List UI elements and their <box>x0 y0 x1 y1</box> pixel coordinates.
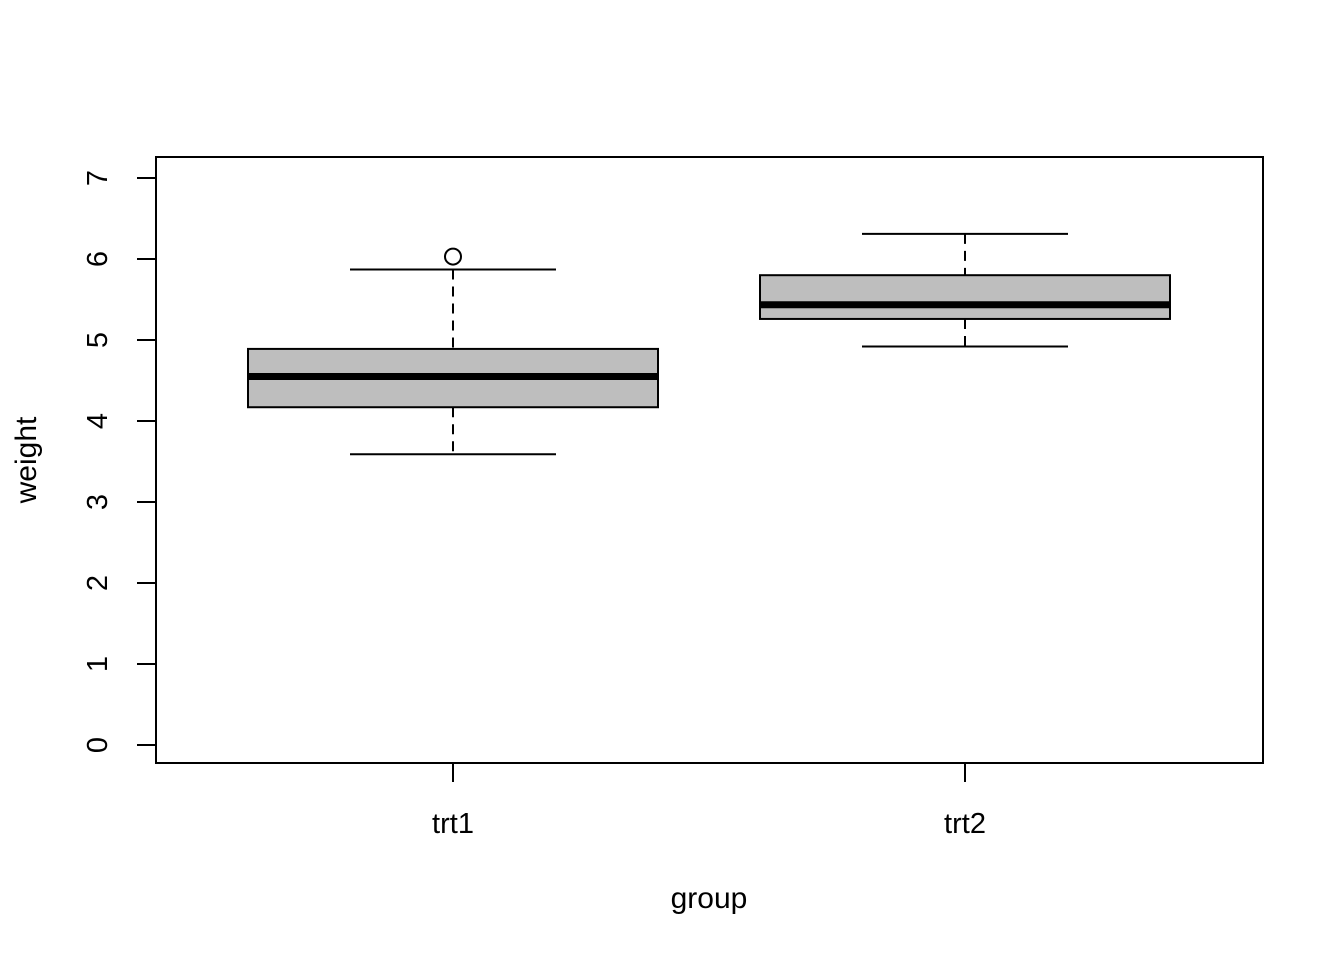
y-axis: 0 1 2 3 4 5 6 7 <box>82 170 156 753</box>
box-series <box>247 232 1171 456</box>
y-tick-label: 7 <box>82 170 114 186</box>
y-tick-label: 1 <box>82 656 114 672</box>
y-tick-label: 2 <box>82 575 114 591</box>
x-axis-title: group <box>671 882 748 915</box>
x-tick-label: trt1 <box>432 808 474 840</box>
box-trt2 <box>759 232 1171 348</box>
x-axis: trt1 trt2 <box>432 763 986 840</box>
y-tick-label: 4 <box>82 413 114 429</box>
box-trt1 <box>247 247 659 456</box>
y-tick-label: 6 <box>82 251 114 267</box>
y-tick-label: 0 <box>82 737 114 753</box>
outlier-point <box>444 247 462 266</box>
iqr-box <box>759 274 1171 320</box>
y-tick-label: 5 <box>82 332 114 348</box>
y-tick-label: 3 <box>82 494 114 510</box>
plot-frame <box>155 156 1264 764</box>
y-axis-title: weight <box>10 416 43 504</box>
x-tick-label: trt2 <box>944 808 986 840</box>
